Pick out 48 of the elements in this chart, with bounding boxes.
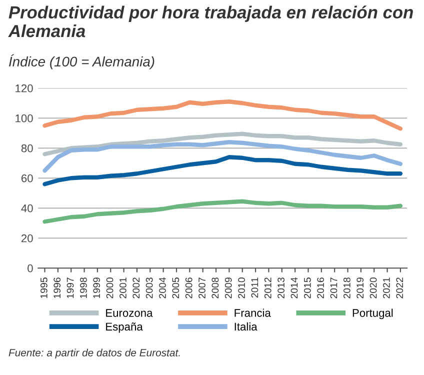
line-series xyxy=(42,199,403,224)
x-tick-label: 2009 xyxy=(224,278,232,298)
x-tick-label: 2000 xyxy=(106,278,114,298)
y-tick-label: 80 xyxy=(21,144,33,152)
x-tick-label: 1995 xyxy=(40,278,48,298)
chart-subtitle: Índice (100 = Alemania) xyxy=(9,54,154,70)
x-tick-label: 2012 xyxy=(264,278,272,298)
source-note: Fuente: a partir de datos de Eurostat. xyxy=(8,348,180,358)
x-tick-label: 1998 xyxy=(80,278,87,298)
x-tick-label: 2007 xyxy=(198,278,206,298)
x-tick-label: 2004 xyxy=(159,277,166,298)
line-series xyxy=(42,132,403,156)
x-tick-label: 2016 xyxy=(317,278,324,298)
chart-title: Productividad por hora trabajada en relación con Alemania xyxy=(8,6,413,38)
line-series xyxy=(42,140,403,173)
x-tick-label: 2018 xyxy=(343,278,350,298)
y-tick-label: 100 xyxy=(16,114,33,122)
legend-label: Italia xyxy=(234,322,258,331)
x-tick-label: 1999 xyxy=(93,278,100,298)
y-tick-label: 0 xyxy=(28,264,33,272)
x-tick-label: 2019 xyxy=(356,278,364,298)
x-tick-label: 1997 xyxy=(66,278,74,298)
x-tick-label: 2021 xyxy=(383,278,390,298)
x-tick-label: 2017 xyxy=(330,278,338,298)
x-tick-label: 2003 xyxy=(146,278,153,298)
y-tick-label: 40 xyxy=(21,204,33,212)
x-tick-label: 2013 xyxy=(278,278,284,298)
line-series xyxy=(42,100,403,131)
legend-label: España xyxy=(106,322,143,333)
x-tick-label: 2010 xyxy=(238,278,245,298)
x-tick-label: 2002 xyxy=(132,278,140,298)
y-tick-label: 60 xyxy=(22,174,33,182)
line-series xyxy=(42,155,403,186)
x-tick-label: 2001 xyxy=(120,278,126,298)
x-tick-label: 2020 xyxy=(370,278,377,298)
x-tick-label: 2015 xyxy=(304,278,311,298)
x-tick-label: 2006 xyxy=(185,278,192,298)
y-tick-label: 20 xyxy=(22,234,33,242)
x-tick-label: 2011 xyxy=(251,278,258,298)
x-tick-label: 2022 xyxy=(396,278,404,298)
x-tick-label: 2005 xyxy=(172,278,180,298)
x-tick-label: 2008 xyxy=(212,278,219,298)
legend-label: Eurozona xyxy=(106,309,153,317)
y-tick-label: 120 xyxy=(16,84,33,92)
legend-label: Portugal xyxy=(352,308,393,320)
x-tick-label: 1996 xyxy=(54,278,61,298)
x-tick-label: 2014 xyxy=(290,277,298,298)
legend-label: Francia xyxy=(234,308,271,317)
